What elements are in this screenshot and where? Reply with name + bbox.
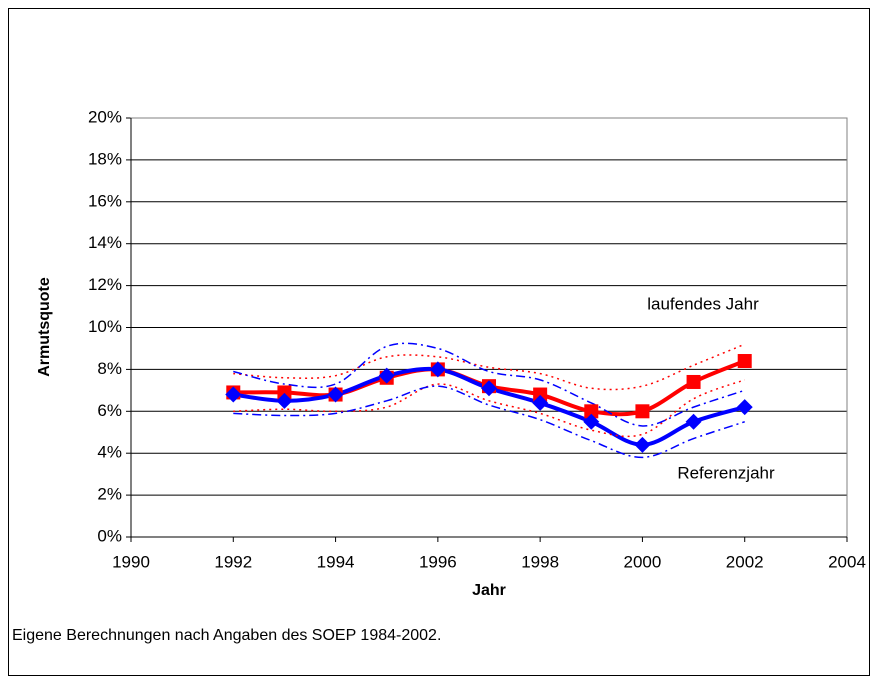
y-tick-label: 14% [88, 233, 122, 252]
marker [635, 404, 650, 419]
confidence-line [233, 343, 745, 391]
marker [429, 361, 446, 378]
series-label: laufendes Jahr [647, 294, 759, 313]
marker [685, 413, 702, 430]
marker [634, 436, 651, 453]
marker [737, 354, 752, 369]
y-tick-label: 12% [88, 275, 122, 294]
marker [276, 392, 293, 409]
y-tick-label: 18% [88, 149, 122, 168]
y-tick-label: 0% [97, 526, 122, 545]
series-label: Referenzjahr [677, 463, 775, 482]
marker [532, 394, 549, 411]
x-tick-label: 2002 [726, 552, 764, 571]
marker [481, 380, 497, 397]
x-tick-label: 2000 [624, 552, 662, 571]
marker [327, 386, 344, 403]
marker [583, 413, 600, 430]
y-tick-label: 16% [88, 191, 122, 210]
x-tick-label: 1992 [214, 552, 252, 571]
x-tick-label: 1990 [112, 552, 150, 571]
x-tick-label: 1998 [521, 552, 559, 571]
x-tick-label: 2004 [828, 552, 866, 571]
marker [277, 385, 292, 400]
x-axis-title: Jahr [472, 582, 506, 599]
marker [533, 387, 548, 402]
marker [225, 386, 242, 403]
source-note: Eigene Berechnungen nach Angaben des SOE… [12, 627, 441, 644]
y-tick-label: 8% [97, 359, 122, 378]
marker [584, 404, 599, 419]
marker [686, 374, 701, 389]
chart-frame [8, 8, 870, 676]
y-tick-label: 10% [88, 317, 122, 336]
marker [378, 367, 395, 384]
y-tick-label: 4% [97, 443, 122, 462]
x-tick-label: 1994 [317, 552, 355, 571]
marker [736, 399, 753, 416]
confidence-line [233, 342, 745, 427]
confidence-line [233, 385, 745, 459]
y-tick-label: 20% [88, 107, 122, 126]
y-tick-label: 6% [97, 401, 122, 420]
y-tick-label: 2% [97, 485, 122, 504]
confidence-line [233, 379, 745, 438]
x-tick-label: 1996 [419, 552, 457, 571]
y-axis-title: Armutsquote [36, 277, 53, 377]
